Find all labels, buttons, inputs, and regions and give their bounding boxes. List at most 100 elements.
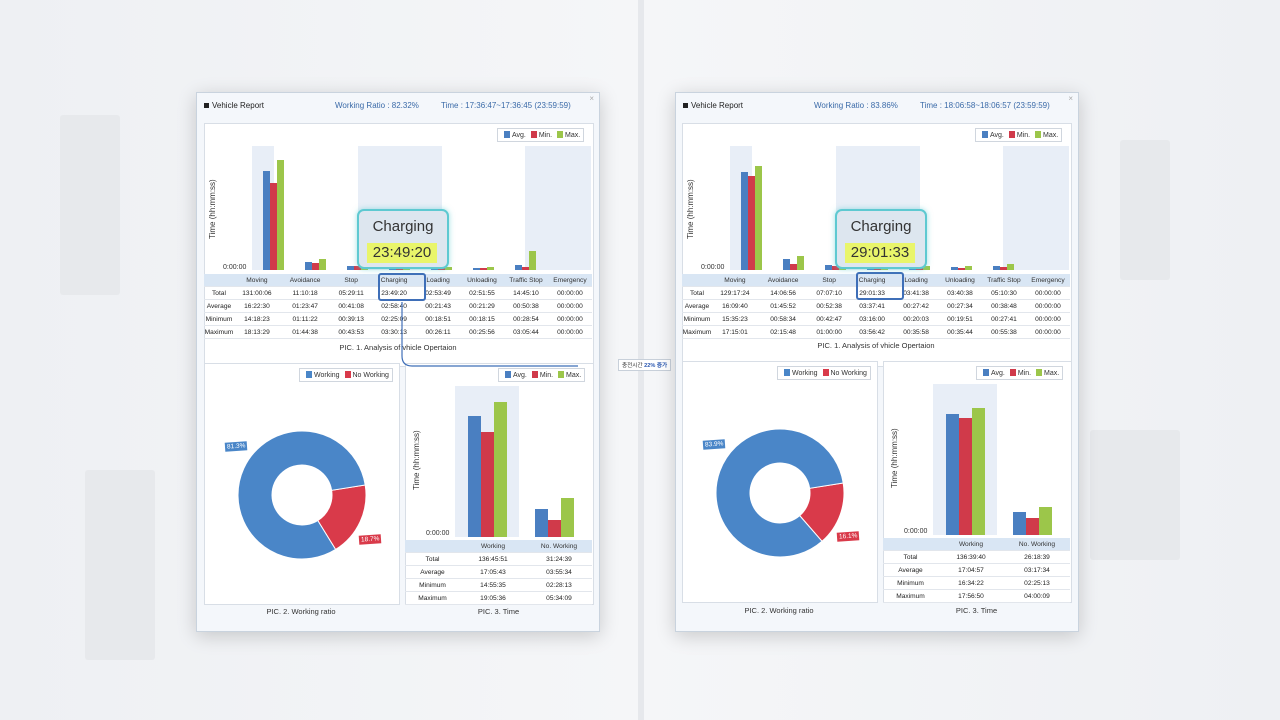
table-cell: 11:10:18: [279, 286, 331, 300]
callout-value: 23:49:20: [367, 243, 437, 263]
table-cell: 00:58:34: [757, 312, 809, 326]
table-row: Total 129:17:24 14:06:56 07:07:10 29:01:33 03…: [682, 286, 1070, 300]
table-cell: 14:06:56: [757, 286, 809, 300]
table-row: Average 17:04:57 03:17:34: [883, 563, 1070, 577]
table-cell: 03:56:42: [850, 325, 895, 339]
table-header: Working: [938, 538, 1004, 551]
table-cell: Average: [883, 563, 938, 577]
table-cell: 16:34:22: [938, 576, 1004, 590]
table-cell: Minimum: [682, 312, 712, 326]
table-header: Traffic Stop: [504, 274, 548, 287]
legend-min: Min.: [538, 132, 553, 139]
min-swatch: [1009, 369, 1016, 376]
annotation-value: 22% 증가: [644, 363, 668, 369]
table-cell: 00:00:00: [1025, 286, 1070, 300]
operation-table: Moving Avoidance Stop Charging Loading U…: [682, 274, 1070, 339]
table-cell: Average: [405, 565, 460, 579]
bar-traffic-stop-max: [529, 251, 536, 270]
charging-increase-annotation: 충전시간 22% 증가: [618, 359, 672, 371]
table-cell: Maximum: [682, 325, 712, 339]
table-header: Moving: [233, 274, 280, 287]
chart-band: [525, 146, 591, 270]
close-icon[interactable]: ×: [1068, 94, 1073, 103]
window-header: Vehicle Report Working Ratio : 83.86% Ti…: [676, 93, 1078, 115]
bar-avoidance-max: [319, 259, 326, 270]
table-header: Unloading: [938, 274, 982, 287]
bar-working-max: [972, 408, 985, 535]
max-swatch: [557, 131, 564, 138]
callout-label: Charging: [372, 218, 434, 235]
table-cell: 03:16:00: [850, 312, 895, 326]
bar-unloading-avg: [473, 267, 480, 270]
table-cell: 00:00:00: [547, 312, 592, 326]
bar-loading-max: [445, 267, 452, 270]
legend-working: Working: [792, 370, 818, 377]
bar-moving-avg: [741, 172, 748, 270]
legend-working: Working: [314, 372, 340, 379]
bar-stop-avg: [825, 264, 832, 270]
table-header: No. Working: [526, 540, 592, 553]
table-cell: 00:41:08: [330, 299, 373, 313]
table-cell: 17:05:43: [460, 565, 526, 579]
bar-unloading-min: [480, 268, 487, 270]
table-cell: 19:05:36: [460, 591, 526, 605]
working-swatch: [784, 369, 790, 376]
bar-avoidance-max: [797, 256, 804, 270]
legend-not-working: No Working: [830, 370, 867, 377]
table-cell: 02:25:09: [372, 312, 417, 326]
chart-legend: Avg. Min. Max.: [497, 128, 585, 142]
table-header: Emergency: [1025, 274, 1070, 287]
table-cell: Minimum: [405, 578, 460, 592]
legend-avg: Avg.: [990, 132, 1004, 139]
table-cell: 131:00:06: [233, 286, 280, 300]
table-cell: 00:42:47: [808, 312, 851, 326]
table-cell: 03:40:38: [938, 286, 982, 300]
table-cell: 17:56:50: [938, 589, 1004, 603]
bar-stop-avg: [347, 265, 354, 270]
window-title: Vehicle Report: [212, 101, 265, 110]
caption-operation: PIC. 1. Analysis of vhicle Opertaion: [339, 343, 457, 352]
y-axis-label: Time (hh:mm:ss): [412, 430, 421, 490]
bar-no-working-avg: [535, 509, 548, 537]
table-header: Emergency: [547, 274, 592, 287]
legend-min: Min.: [1016, 132, 1031, 139]
working-swatch: [306, 371, 312, 378]
table-cell: 04:00:09: [1004, 589, 1070, 603]
table-cell: 00:21:29: [460, 299, 504, 313]
bar-working-max: [494, 402, 507, 537]
bar-traffic-stop-min: [522, 267, 529, 270]
table-row: Maximum 19:05:36 05:34:09: [405, 591, 592, 605]
not-working-percent-label: 18.7%: [358, 534, 382, 545]
table-cell: 03:17:34: [1004, 563, 1070, 577]
table-cell: 00:21:43: [416, 299, 461, 313]
table-cell: 02:28:13: [526, 578, 592, 592]
chart-band: [1003, 146, 1069, 270]
max-swatch: [558, 371, 565, 378]
bar-unloading-max: [487, 267, 494, 270]
table-cell: 01:00:00: [808, 325, 851, 339]
table-cell: 00:27:34: [938, 299, 982, 313]
background-panel: [1120, 140, 1170, 280]
working-ratio-donut: [237, 430, 367, 560]
time-table: Working No. Working Total 136:45:51 31:24:…: [405, 540, 592, 605]
bar-unloading-avg: [951, 267, 958, 270]
bar-working-min: [959, 417, 972, 535]
bar-no-working-max: [561, 497, 574, 537]
table-cell: 00:38:48: [982, 299, 1026, 313]
not-working-swatch: [822, 369, 829, 376]
table-cell: 07:07:10: [808, 286, 851, 300]
time-table: Working No. Working Total 136:39:40 26:18:…: [883, 538, 1070, 603]
table-cell: 02:15:48: [757, 325, 809, 339]
charging-callout: Charging 29:01:33: [835, 209, 927, 269]
legend-max: Max.: [1044, 370, 1060, 377]
table-cell: 18:13:29: [233, 325, 280, 339]
table-header: Stop: [808, 274, 851, 287]
working-ratio-box: Working No Working 83.9% 16.1%: [682, 361, 878, 603]
table-header: No. Working: [1004, 538, 1070, 551]
background-panel: [85, 470, 155, 660]
table-row: Maximum 17:56:50 04:00:09: [883, 589, 1070, 603]
time-range: Time : 17:36:47~17:36:45 (23:59:59): [441, 101, 571, 110]
table-cell: 01:44:38: [279, 325, 331, 339]
close-icon[interactable]: ×: [589, 94, 594, 103]
table-header: Moving: [711, 274, 758, 287]
